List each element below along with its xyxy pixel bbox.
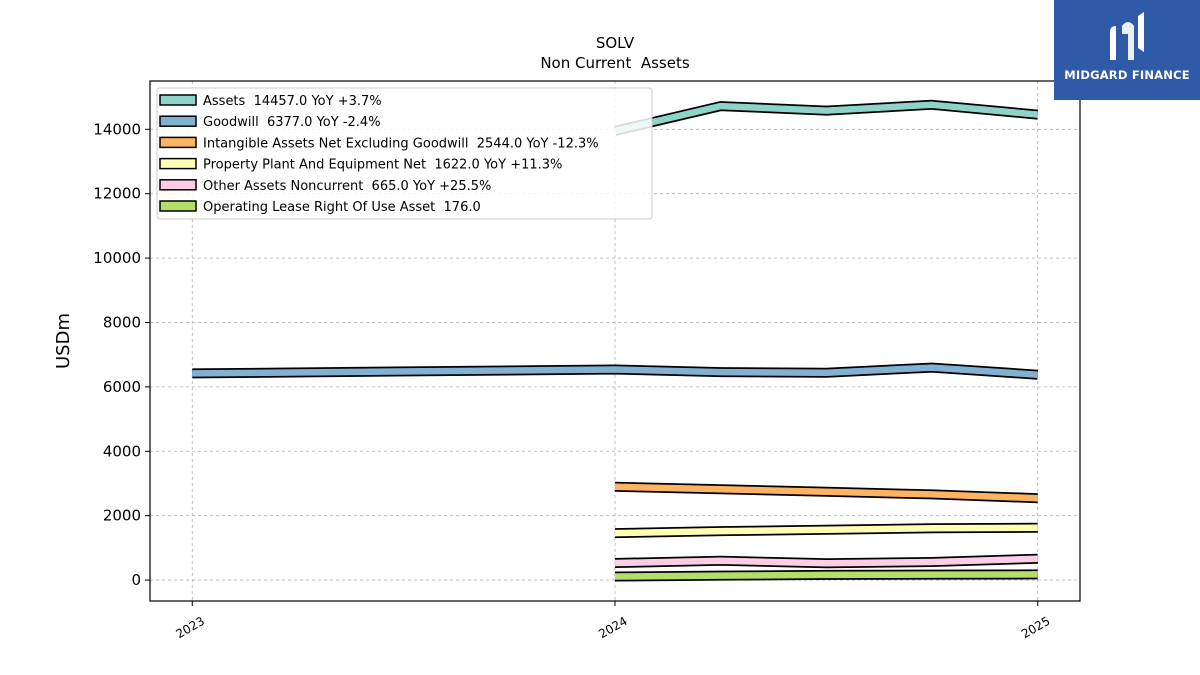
x-tick-label: 2024 — [596, 614, 629, 641]
legend-label: Intangible Assets Net Excluding Goodwill… — [203, 136, 599, 151]
x-tick-label: 2025 — [1019, 614, 1052, 641]
legend-swatch — [159, 200, 197, 212]
y-tick-label: 0 — [131, 571, 141, 589]
legend-label: Property Plant And Equipment Net 1622.0 … — [203, 158, 562, 173]
legend-label: Assets 14457.0 YoY +3.7% — [203, 94, 382, 109]
legend-swatch — [159, 94, 197, 106]
brand-name: MIDGARD FINANCE — [1064, 68, 1190, 82]
series-line — [614, 483, 1038, 502]
series-line — [192, 364, 1038, 378]
y-tick-label: 8000 — [103, 313, 141, 331]
y-tick-label: 12000 — [93, 185, 141, 203]
legend-swatch — [159, 136, 197, 149]
y-tick-label: 6000 — [103, 378, 141, 396]
legend-label: Other Assets Noncurrent 665.0 YoY +25.5% — [203, 179, 491, 194]
x-tick-label: 2023 — [174, 614, 207, 641]
y-tick-label: 14000 — [93, 120, 141, 138]
chart-subtitle: Non Current Assets — [540, 54, 690, 72]
brand-mark-icon — [1110, 12, 1144, 60]
chart-title: SOLV — [596, 34, 635, 52]
legend-box — [156, 87, 653, 220]
brand-logo: MIDGARD FINANCE — [1054, 0, 1200, 100]
series-group — [192, 99, 1039, 582]
legend-swatch — [159, 157, 197, 170]
y-tick-label: 2000 — [103, 507, 141, 525]
legend: Assets 14457.0 YoY +3.7% Goodwill 6377.0 … — [156, 87, 653, 220]
y-tick-label: 4000 — [103, 442, 141, 460]
legend-swatch — [159, 115, 197, 127]
series-line — [614, 101, 1038, 135]
series-line — [614, 571, 1038, 580]
series-line — [614, 524, 1038, 537]
y-axis-label: USDm — [53, 313, 74, 369]
legend-swatch — [159, 179, 197, 191]
series-line — [614, 555, 1038, 567]
legend-label: Goodwill 6377.0 YoY -2.4% — [203, 115, 381, 130]
legend-label: Operating Lease Right Of Use Asset 176.0 — [203, 200, 481, 215]
y-tick-label: 10000 — [93, 249, 141, 267]
